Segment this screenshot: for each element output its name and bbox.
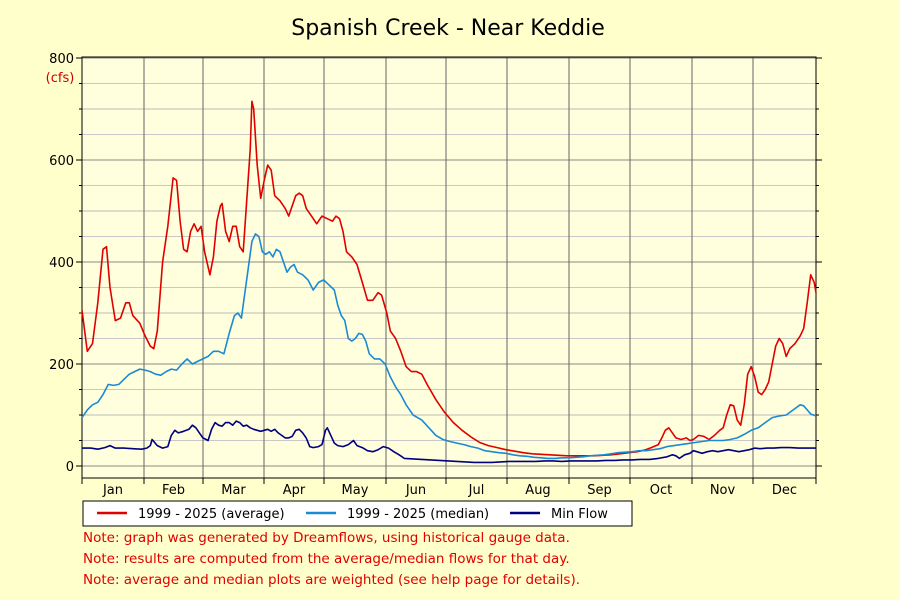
note-line-3: Note: average and median plots are weigh… (83, 572, 581, 588)
chart-legend: 1999 - 2025 (average) 1999 - 2025 (median… (82, 500, 633, 527)
x-tick-label-nov: Nov (710, 483, 736, 498)
series-line-0 (81, 100, 817, 457)
chart-title: Spanish Creek - Near Keddie (291, 16, 604, 41)
y-tick-label: 400 (49, 256, 74, 271)
x-tick-label-jun: Jun (405, 483, 426, 498)
x-tick-label-mar: Mar (221, 483, 246, 498)
note-line-1: Note: graph was generated by Dreamflows,… (83, 530, 570, 546)
plot-area: 0 200 400 600 800 Jan Feb Mar Apr May Jun Jul Aug Sep… (49, 52, 822, 498)
x-tick-label-oct: Oct (650, 483, 672, 498)
y-axis-unit-label: (cfs) (46, 71, 75, 86)
legend-label-0: 1999 - 2025 (average) (138, 507, 285, 522)
legend-label-1: 1999 - 2025 (median) (347, 507, 489, 522)
x-tick-label-apr: Apr (283, 483, 306, 498)
plot-frame (81, 56, 817, 479)
x-tick-label-jan: Jan (102, 483, 123, 498)
x-tick-label-aug: Aug (525, 483, 550, 498)
x-tick-label-sep: Sep (587, 483, 612, 498)
x-tick-label-may: May (342, 483, 369, 498)
series-line-2 (82, 420, 816, 464)
y-tick-label: 200 (49, 358, 74, 373)
y-tick-label: 0 (66, 460, 74, 475)
x-tick-label-jul: Jul (468, 483, 485, 498)
y-tick-label: 600 (49, 154, 74, 169)
plot-background (82, 57, 816, 478)
legend-box (82, 500, 633, 527)
note-line-2: Note: results are computed from the aver… (83, 551, 570, 567)
x-tick-label-feb: Feb (162, 483, 185, 498)
x-tick-label-dec: Dec (772, 483, 797, 498)
legend-label-2: Min Flow (551, 507, 608, 522)
series-line-1 (81, 233, 817, 460)
y-tick-label: 800 (49, 52, 74, 67)
